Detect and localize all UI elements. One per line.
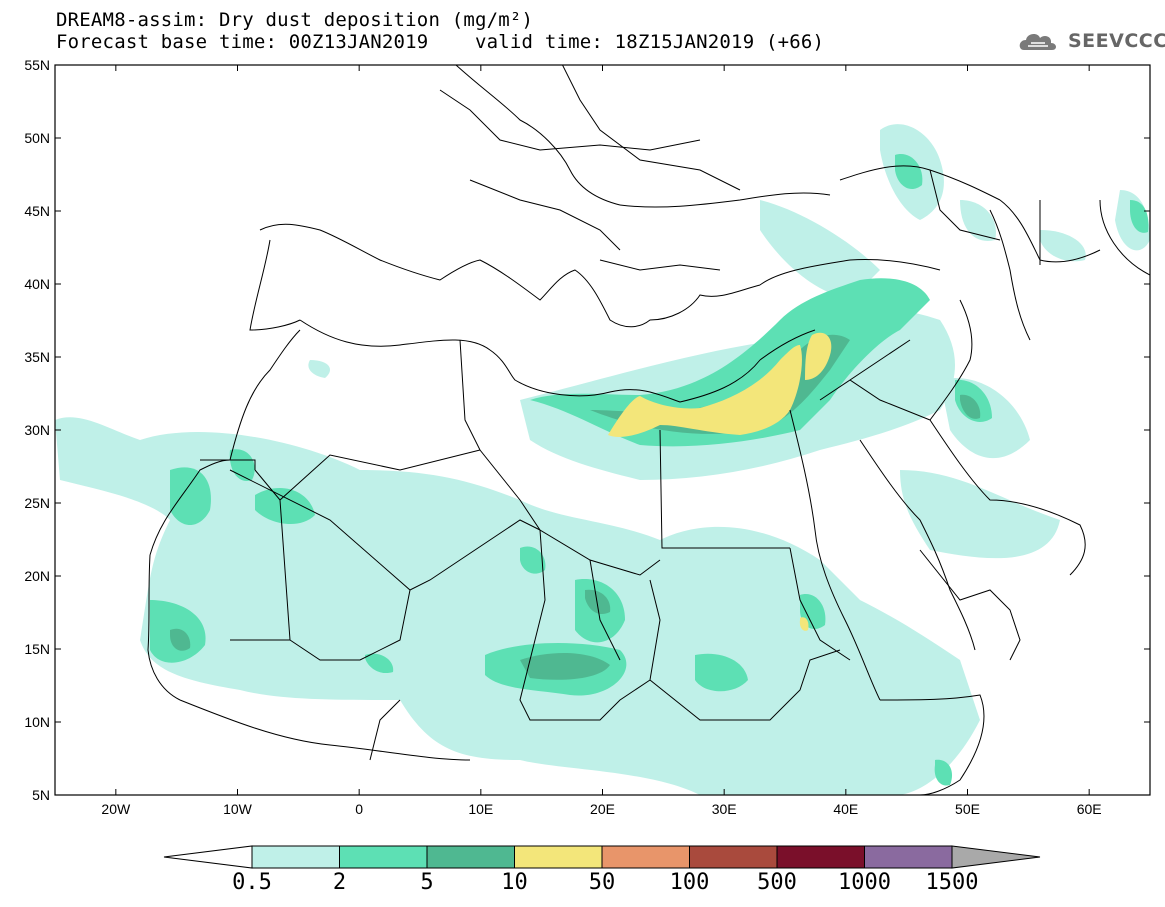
colorbar-under-triangle	[163, 845, 253, 869]
colorbar-label: 50	[588, 870, 616, 895]
lon-label: 10E	[468, 801, 493, 817]
colorbar-label: 5	[420, 870, 434, 895]
colorbar-swatch	[514, 845, 603, 869]
colorbar-swatch	[251, 845, 340, 869]
lat-label: 55N	[24, 57, 50, 73]
colorbar-over-triangle	[951, 845, 1041, 869]
lat-label: 15N	[24, 641, 50, 657]
longitude-labels: 20W 10W 0 10E 20E 30E 40E 50E 60E	[101, 801, 1101, 817]
forecast-time-subtitle: Forecast base time: 00Z13JAN2019 valid t…	[56, 31, 825, 53]
colorbar-swatch	[601, 845, 690, 869]
lon-label: 20W	[101, 801, 131, 817]
lat-label: 50N	[24, 130, 50, 146]
lat-label: 20N	[24, 568, 50, 584]
lat-label: 35N	[24, 349, 50, 365]
lon-label: 0	[355, 801, 363, 817]
dust-fields	[55, 124, 1150, 795]
latitude-labels: 55N 50N 45N 40N 35N 30N 25N 20N 15N 10N 5N	[24, 57, 50, 803]
colorbar-swatch	[864, 845, 953, 869]
colorbar-label: 1000	[838, 870, 891, 895]
coastlines-borders	[147, 65, 1150, 795]
colorbar	[163, 845, 1041, 869]
high-dust-field	[608, 332, 832, 631]
lon-label: 50E	[955, 801, 980, 817]
colorbar-swatch	[339, 845, 428, 869]
colorbar-label: 0.5	[232, 870, 272, 895]
lon-label: 40E	[833, 801, 858, 817]
lat-label: 30N	[24, 422, 50, 438]
colorbar-label: 500	[757, 870, 797, 895]
lat-label: 25N	[24, 495, 50, 511]
map-title: DREAM8-assim: Dry dust deposition (mg/m²…	[56, 9, 534, 31]
colorbar-label: 2	[332, 870, 347, 895]
lon-label: 10W	[223, 801, 253, 817]
lon-label: 60E	[1077, 801, 1102, 817]
colorbar-label: 10	[501, 870, 528, 895]
lat-label: 10N	[24, 714, 50, 730]
colorbar-swatch	[776, 845, 865, 869]
lat-label: 40N	[24, 276, 50, 292]
colorbar-swatch	[689, 845, 778, 869]
colorbar-label: 100	[669, 870, 710, 895]
lat-label: 45N	[24, 203, 50, 219]
lon-label: 30E	[712, 801, 737, 817]
cloud-logo-icon	[1019, 34, 1057, 50]
lon-label: 20E	[590, 801, 615, 817]
colorbar-swatch	[426, 845, 515, 869]
lat-label: 5N	[32, 787, 50, 803]
axis-ticks	[55, 64, 1150, 796]
colorbar-label: 1500	[925, 870, 979, 895]
logo-text: SEEVCCC	[1068, 30, 1165, 52]
